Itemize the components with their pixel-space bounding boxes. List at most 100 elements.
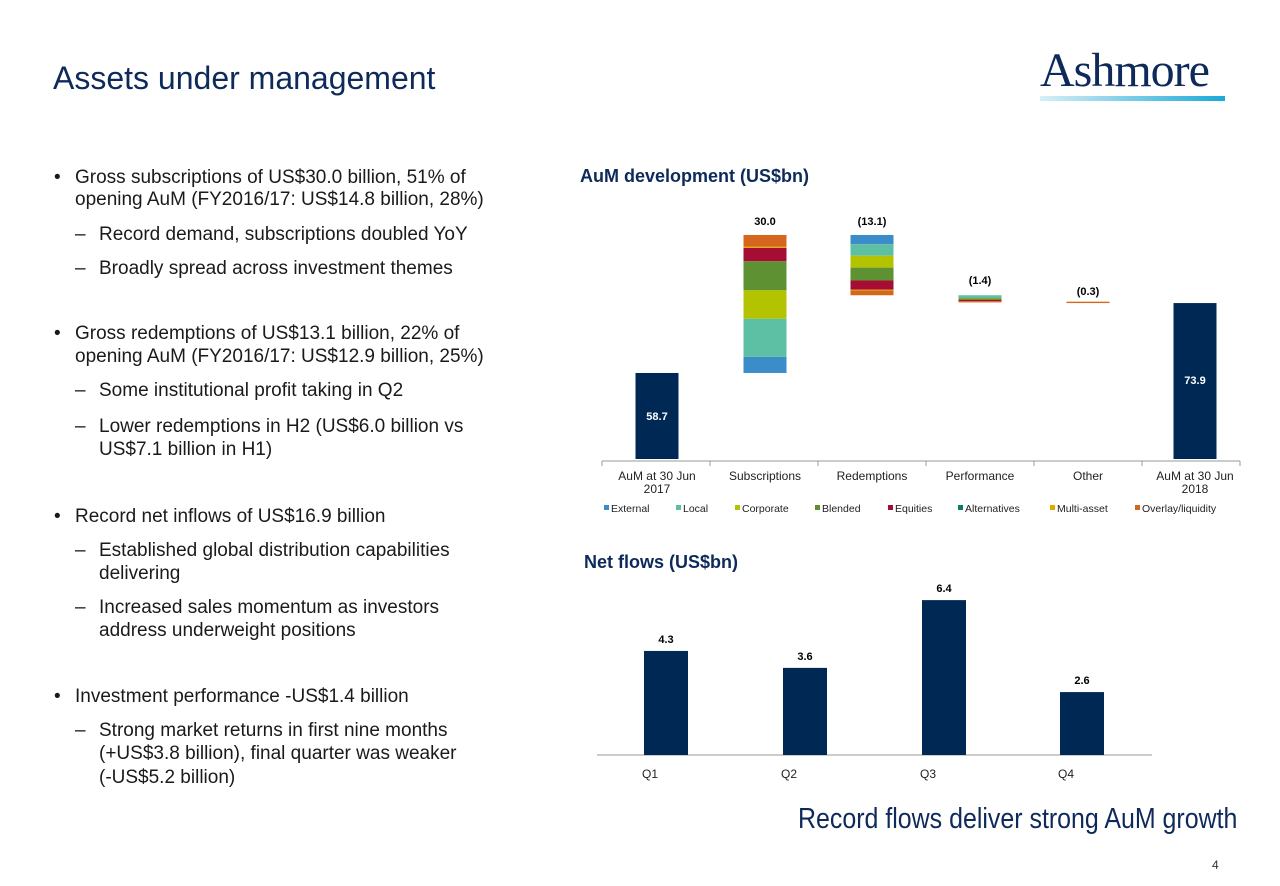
segment-local — [743, 318, 787, 357]
data-label: 6.4 — [936, 583, 952, 595]
legend-swatch — [1050, 505, 1055, 510]
legend-label: Alternatives — [965, 503, 1020, 515]
category-label: Performance — [946, 469, 1015, 483]
segment-equities — [850, 280, 894, 290]
ashmore-logo: Ashmore — [1040, 44, 1225, 101]
dash-icon: – — [75, 224, 86, 245]
legend-label: External — [611, 503, 650, 515]
bullet-icon: • — [54, 323, 61, 344]
category-label: Other — [1073, 469, 1103, 483]
segment-multi-asset — [743, 246, 787, 248]
netflow-bar — [783, 667, 827, 755]
data-label: (13.1) — [858, 216, 887, 228]
page-title: Assets under management — [53, 60, 436, 96]
aum-chart-title: AuM development (US$bn) — [580, 166, 810, 186]
segment-equities — [743, 247, 787, 262]
data-label: (1.4) — [969, 275, 992, 287]
legend-swatch — [604, 505, 609, 510]
segment-multi-asset — [850, 289, 894, 291]
segment-local — [958, 295, 1002, 298]
legend-label: Equities — [895, 503, 932, 515]
segment-overlay-liquidity — [958, 301, 1002, 303]
data-label: 58.7 — [646, 411, 667, 423]
bullet-text: Gross redemptions of US$13.1 billion, 22… — [75, 323, 460, 344]
bullet-text: Investment performance -US$1.4 billion — [75, 686, 409, 707]
sub-bullet-text: address underweight positions — [99, 620, 356, 641]
segment-blended — [958, 298, 1002, 300]
segment-blended — [743, 261, 787, 291]
legend-swatch — [735, 505, 740, 510]
legend-swatch — [815, 505, 820, 510]
segment-overlay-liquidity — [1066, 301, 1110, 304]
legend-label: Corporate — [742, 503, 789, 515]
category-label: Subscriptions — [729, 469, 801, 483]
category-label: Q2 — [781, 767, 797, 781]
category-label: Q1 — [642, 767, 658, 781]
dash-icon: – — [75, 258, 86, 279]
netflow-bar — [922, 600, 966, 755]
legend-label: Blended — [822, 503, 861, 515]
logo-underline — [1040, 96, 1225, 101]
sub-bullet-text: Broadly spread across investment themes — [99, 258, 453, 279]
segment-corporate — [743, 290, 787, 319]
category-label: AuM at 30 Jun — [618, 469, 695, 483]
dash-icon: – — [75, 380, 86, 401]
segment-overlay-liquidity — [743, 234, 787, 247]
bullet-icon: • — [54, 167, 61, 188]
bullet-text: opening AuM (FY2016/17: US$12.9 billion,… — [75, 346, 484, 367]
page-number: 4 — [1212, 858, 1219, 872]
category-label: 2018 — [1182, 482, 1209, 496]
legend-swatch — [958, 505, 963, 510]
bullet-icon: • — [54, 686, 61, 707]
data-label: 30.0 — [754, 216, 775, 228]
legend-label: Local — [683, 503, 708, 515]
data-label: 4.3 — [658, 634, 673, 646]
category-label: AuM at 30 Jun — [1156, 469, 1233, 483]
netflows-chart-title: Net flows (US$bn) — [584, 552, 739, 572]
sub-bullet-text: delivering — [99, 563, 181, 584]
data-label: 73.9 — [1184, 375, 1205, 387]
bullet-text: Gross subscriptions of US$30.0 billion, … — [75, 167, 466, 188]
dash-icon: – — [75, 720, 86, 741]
bar-aum-2018 — [1173, 303, 1217, 459]
bullet-text: Record net inflows of US$16.9 billion — [75, 506, 386, 527]
legend-swatch — [888, 505, 893, 510]
legend-swatch — [1135, 505, 1140, 510]
sub-bullet-text: (-US$5.2 billion) — [99, 767, 236, 788]
sub-bullet-text: Increased sales momentum as investors — [99, 597, 440, 618]
legend-label: Multi-asset — [1057, 503, 1108, 515]
sub-bullet-text: Strong market returns in first nine mont… — [99, 720, 448, 741]
sub-bullet-text: Some institutional profit taking in Q2 — [99, 380, 404, 401]
tagline: Record flows deliver strong AuM growth — [798, 803, 1238, 835]
segment-external — [743, 356, 787, 373]
segment-corporate — [850, 255, 894, 268]
netflow-bar — [1060, 692, 1104, 755]
segment-overlay-liquidity — [850, 290, 894, 296]
sub-bullet-text: Lower redemptions in H2 (US$6.0 billion … — [99, 416, 464, 437]
segment-local — [850, 244, 894, 256]
data-label: 3.6 — [797, 651, 812, 663]
sub-bullet-text: US$7.1 billion in H1) — [99, 439, 273, 460]
dash-icon: – — [75, 540, 86, 561]
sub-bullet-text: Record demand, subscriptions doubled YoY — [99, 224, 468, 245]
legend-swatch — [676, 505, 681, 510]
data-label: 2.6 — [1074, 675, 1089, 687]
segment-equities — [958, 299, 1002, 302]
netflow-bar — [644, 650, 688, 755]
bar-aum-2017 — [635, 372, 679, 459]
dash-icon: – — [75, 597, 86, 618]
bullet-text: opening AuM (FY2016/17: US$14.8 billion,… — [75, 189, 484, 210]
legend-label: Overlay/liquidity — [1142, 503, 1217, 515]
logo-text: Ashmore — [1040, 44, 1210, 97]
category-label: 2017 — [644, 482, 671, 496]
category-label: Redemptions — [837, 469, 908, 483]
sub-bullet-text: Established global distribution capabili… — [99, 540, 450, 561]
bullet-icon: • — [54, 506, 61, 527]
segment-external — [850, 234, 894, 245]
dash-icon: – — [75, 416, 86, 437]
sub-bullet-text: (+US$3.8 billion), final quarter was wea… — [99, 743, 457, 764]
data-label: (0.3) — [1077, 286, 1100, 298]
category-label: Q4 — [1058, 767, 1074, 781]
